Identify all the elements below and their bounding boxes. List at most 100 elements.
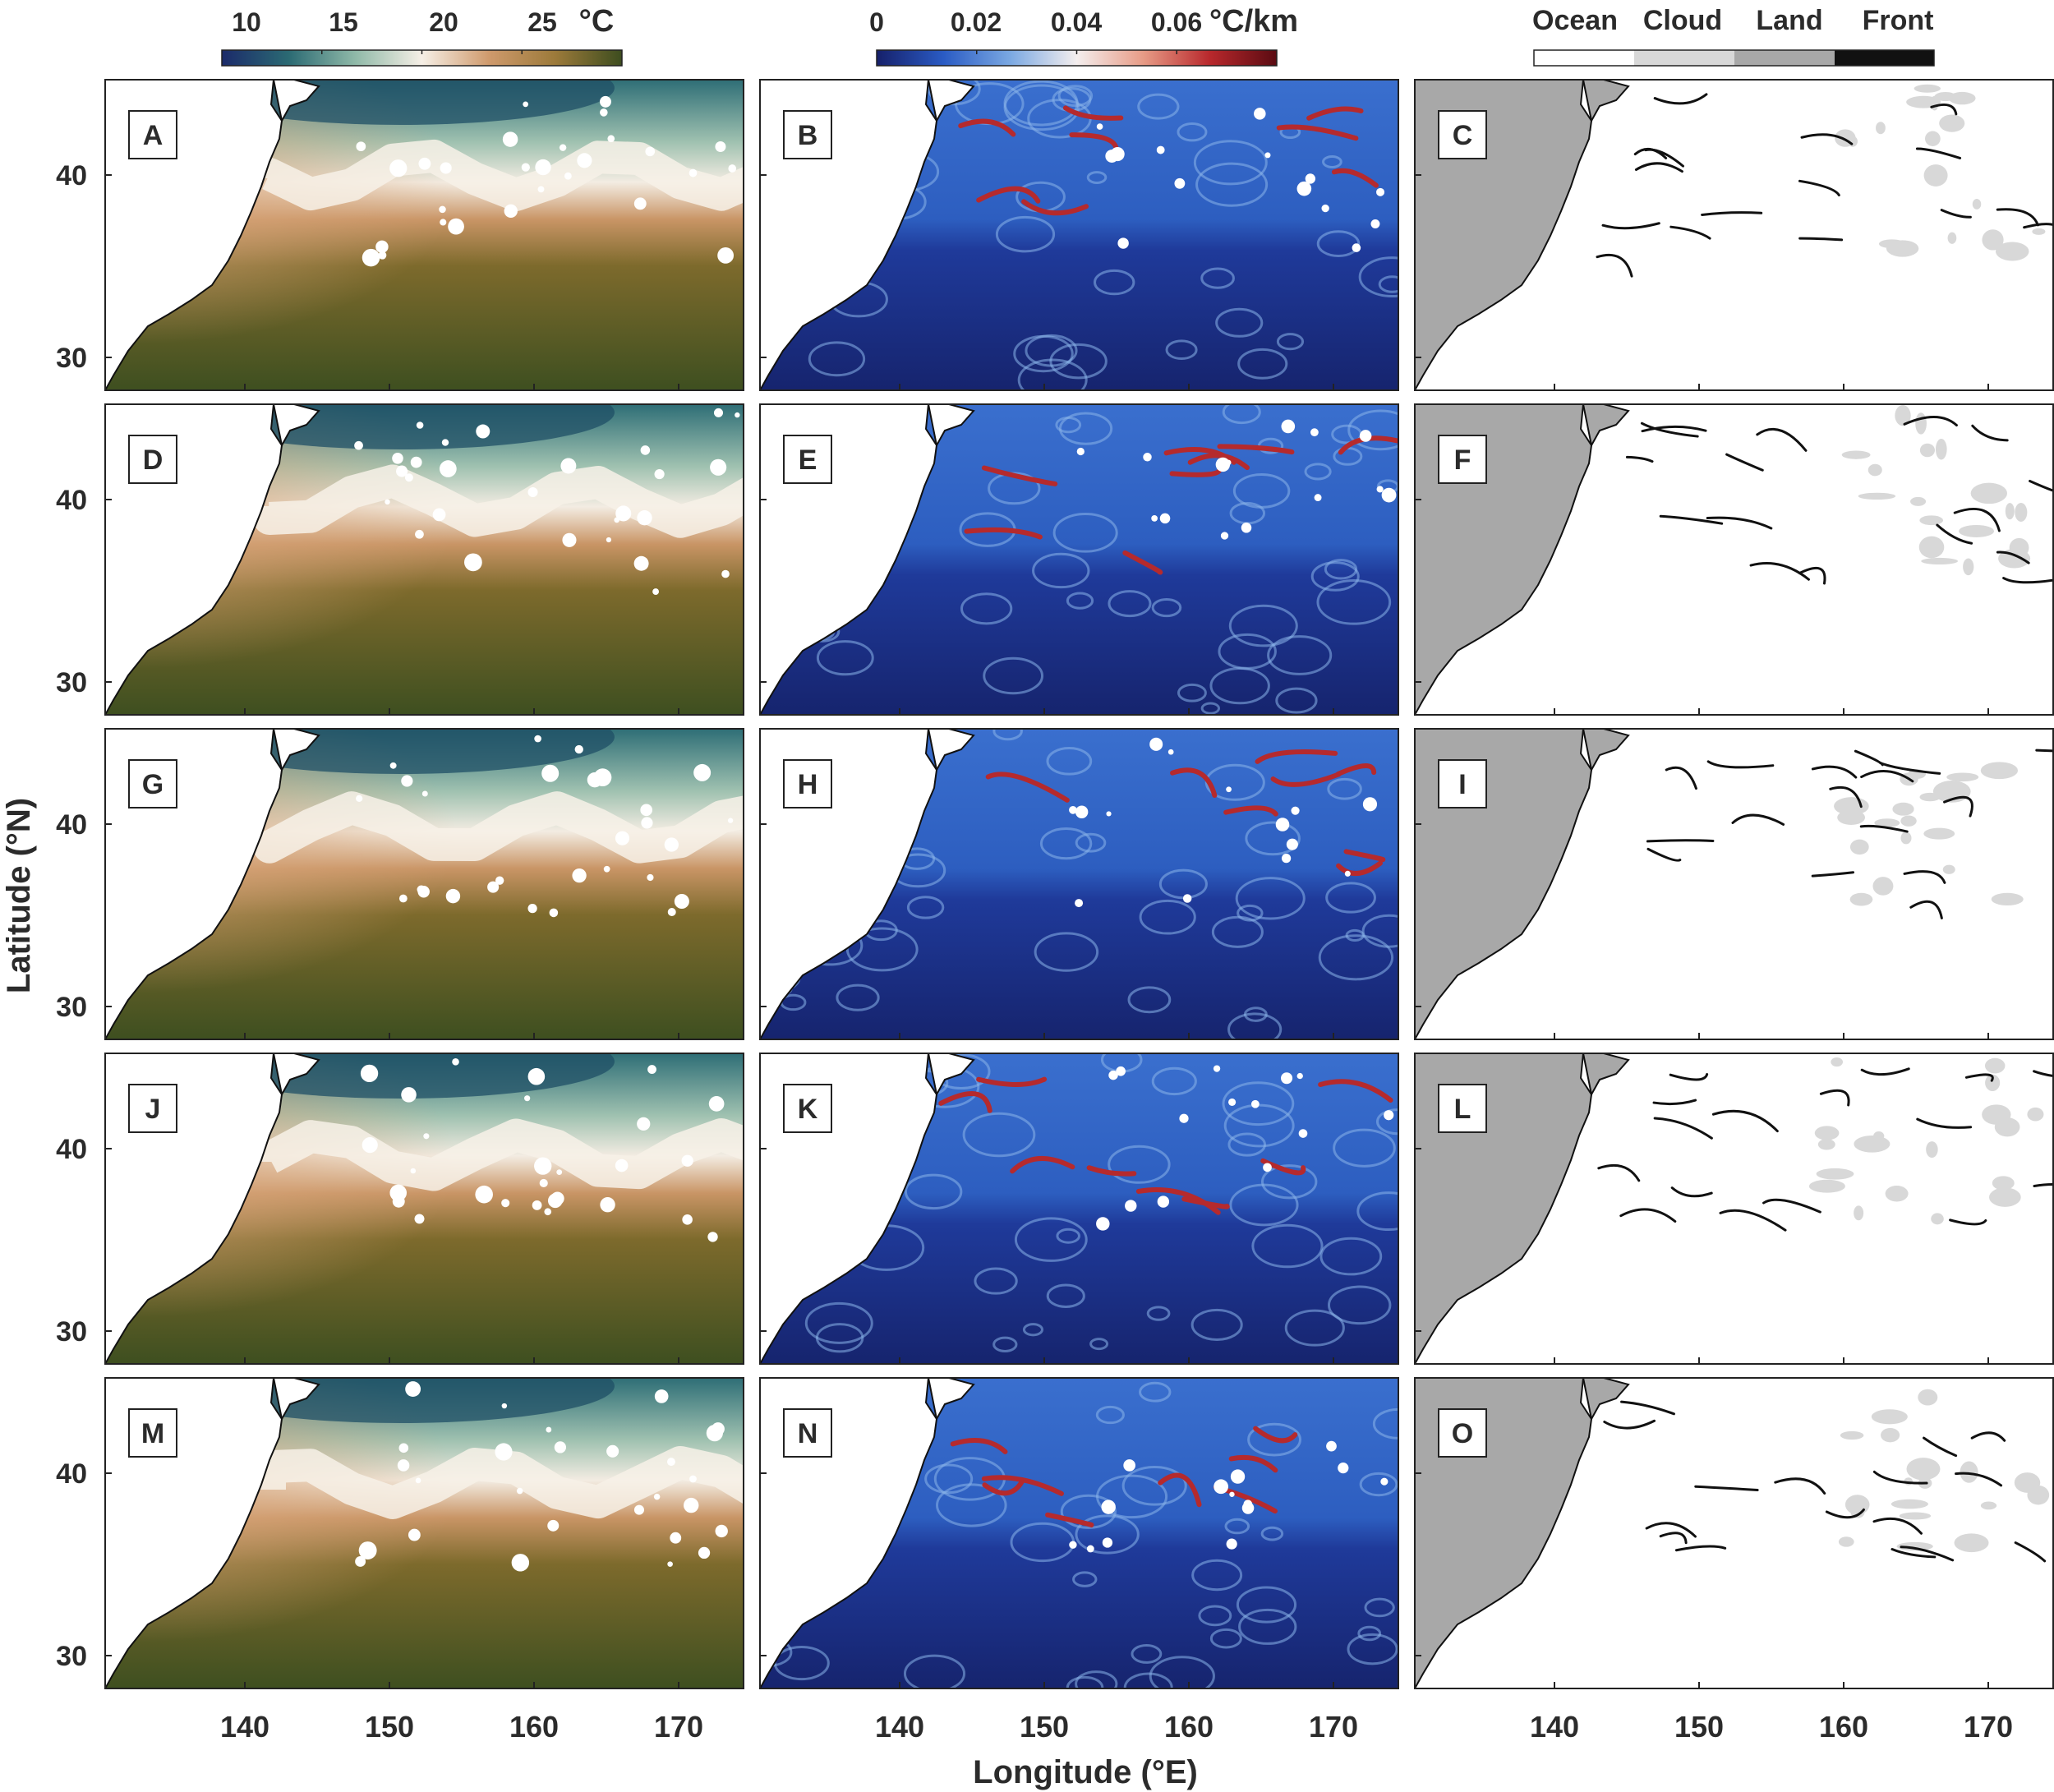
x-tick-label: 170 [1964, 1710, 2013, 1744]
mask-cloud [1946, 772, 1979, 782]
cloud-speck [1281, 419, 1296, 434]
cloud-speck [415, 1477, 421, 1484]
cloud-speck [535, 159, 551, 176]
gradient-swirl [1378, 275, 1398, 293]
mask-front [2002, 577, 2053, 584]
cloud-speck [1275, 818, 1290, 832]
cloud-speck [1075, 805, 1089, 818]
panel-label-box [1438, 1408, 1487, 1458]
mask-cloud [1872, 877, 1894, 896]
cloud-speck [735, 412, 740, 418]
mask-front [1825, 1508, 1865, 1519]
gradient-swirl [1137, 93, 1180, 120]
mask-label-ocean: Ocean [1532, 5, 1618, 36]
cloud-speck [593, 768, 612, 787]
gradient-swirl [1215, 307, 1264, 338]
cloud-speck [633, 555, 649, 571]
gradient-swirl [1224, 1518, 1250, 1535]
gradient-swirl [1093, 269, 1135, 296]
cloud-speck [418, 157, 431, 170]
gradient-swirl [1193, 140, 1268, 186]
panel-label: K [798, 1094, 818, 1125]
mask-cloud [1960, 1461, 1978, 1483]
mask-cloud [1980, 762, 2019, 780]
gradient-swirl [1095, 1405, 1125, 1425]
mask-swatch-land [1734, 50, 1835, 66]
gradient-swirl [1149, 1656, 1215, 1688]
cloud-speck [615, 831, 630, 845]
cloud-speck [414, 1214, 425, 1224]
cloud-speck [572, 868, 587, 883]
y-tick-label: 30 [56, 667, 87, 698]
colorbar-gradient: 0 0.02 0.04 0.06 °C/km [869, 4, 1298, 67]
cloud-speck [1149, 737, 1163, 751]
gradient-swirl [1032, 552, 1090, 589]
gradient-swirl [904, 1173, 963, 1210]
cloud-speck [574, 744, 583, 754]
mask-cloud [1892, 802, 1914, 816]
mask-cloud [1970, 482, 2008, 504]
mask-front [1653, 93, 1708, 105]
cloud-speck [664, 837, 679, 852]
gradient-swirl [1275, 687, 1318, 714]
cloud-speck [547, 1519, 560, 1532]
mask-cloud [2015, 503, 2028, 523]
gradient-swirl [1318, 934, 1394, 981]
gradient-swirl [1251, 1223, 1324, 1269]
x-tick-label: 160 [1819, 1710, 1868, 1744]
cloud-speck [556, 1169, 563, 1176]
mask-front [1872, 1470, 1928, 1485]
mask-cloud [1881, 1427, 1900, 1443]
x-tick-label: 160 [1164, 1710, 1214, 1744]
cloud-speck [727, 818, 734, 823]
cloud-speck [440, 219, 447, 226]
colorbar-sst-tick: 20 [429, 7, 458, 37]
gradient-swirl [1238, 1608, 1297, 1645]
gradient-swirl [1075, 832, 1107, 853]
cloud-speck [1117, 237, 1129, 249]
colorbar-sst-tick: 15 [329, 7, 358, 37]
gradient-swirl [1235, 877, 1306, 920]
mask-cloud [1814, 1126, 1840, 1140]
gradient-swirl [1222, 1081, 1295, 1126]
panel-label: L [1454, 1094, 1471, 1125]
colorbar-sst-tick: 10 [232, 7, 261, 37]
cloud-speck [559, 144, 567, 151]
cloud-speck [421, 790, 428, 797]
mask-front [1955, 1472, 2003, 1487]
cloud-speck [1281, 1072, 1293, 1085]
mask-cloud [1959, 524, 1995, 537]
cloud-speck [715, 1524, 728, 1538]
gradient-swirl [1364, 1597, 1395, 1618]
cloud-speck [637, 1117, 651, 1131]
colorbar-sst: 10 15 20 25 °C [221, 4, 623, 67]
cloud-speck [354, 440, 363, 450]
colorbar-mask: Ocean Cloud Land Front [1532, 5, 1935, 67]
cloud-speck [1143, 453, 1152, 462]
mask-front [1860, 1067, 1910, 1076]
cloud-speck [537, 186, 545, 193]
cloud-speck [1096, 1217, 1110, 1231]
cloud-speck [1106, 811, 1112, 817]
cloud-speck [1159, 513, 1171, 524]
land-hokkaido [927, 729, 975, 772]
panel-j: J [104, 1053, 744, 1365]
mask-front [1798, 566, 1826, 585]
cloud-speck [600, 1197, 615, 1213]
mask-cloud [1948, 91, 1976, 105]
cloud-speck [1305, 173, 1316, 184]
panel-m: M [104, 1377, 744, 1689]
mask-cloud [1834, 797, 1869, 816]
cloud-speck [713, 408, 724, 417]
gradient-swirl [995, 215, 1056, 253]
colorbar-sst-tick: 25 [527, 7, 557, 37]
colorbar-gradient-unit: °C/km [1209, 4, 1298, 39]
panel-label: H [798, 769, 818, 800]
gradient-swirl [1356, 1191, 1398, 1232]
cloud-speck [501, 1403, 508, 1409]
cloud-speck [652, 588, 660, 595]
cloud-speck [654, 468, 665, 480]
gradient-swirl [1056, 1228, 1080, 1244]
mask-front [1872, 1517, 1923, 1535]
cloud-speck [521, 163, 530, 172]
